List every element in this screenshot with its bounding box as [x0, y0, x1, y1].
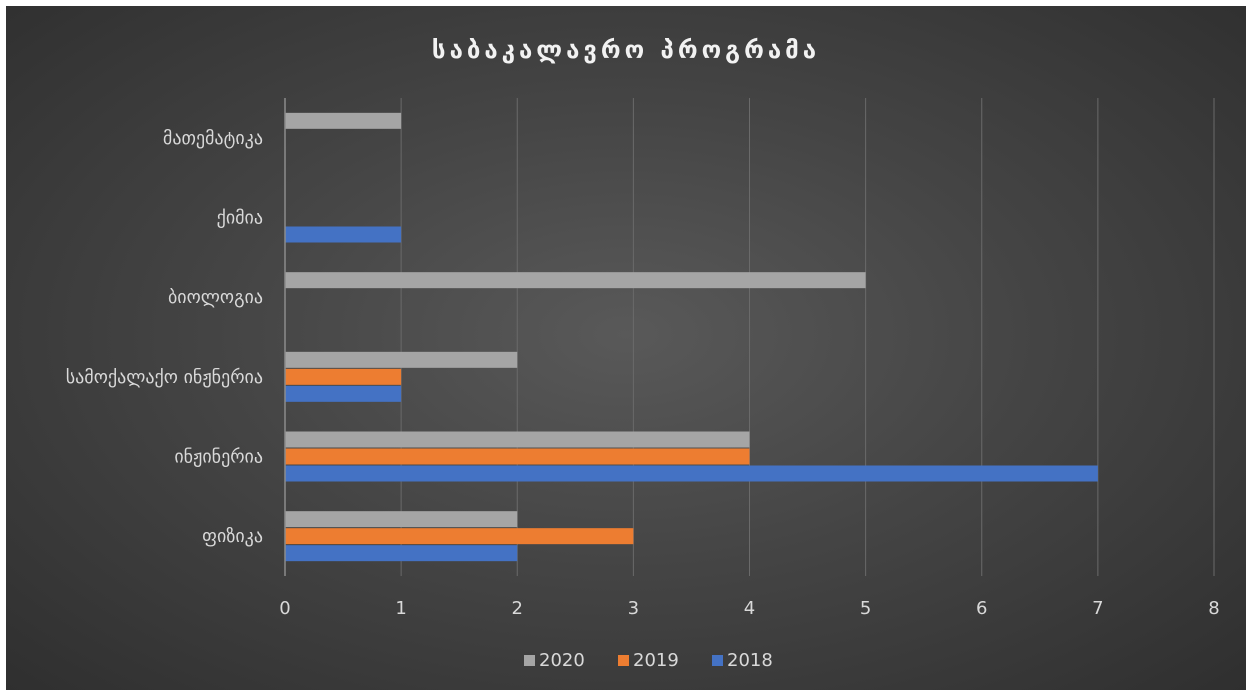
x-tick-label: 5: [860, 598, 871, 619]
category-label: სამოქალაქო ინჟნერია: [66, 367, 263, 388]
bar-2019: [285, 528, 634, 545]
x-tick-label: 2: [512, 598, 523, 619]
x-tick-label: 8: [1208, 598, 1219, 619]
x-tick-label: 4: [744, 598, 755, 619]
bar-2018: [285, 545, 518, 562]
legend-swatch-2019: [618, 655, 629, 666]
x-tick-label: 6: [976, 598, 987, 619]
chart-area: საბაკალავრო პროგრამა ფიზიკა ინჟინერია სამო…: [6, 6, 1246, 690]
category-label: ბიოლოგია: [168, 287, 263, 308]
bar-2020: [285, 112, 402, 129]
bar-2020: [285, 351, 518, 368]
category-label: ქიმია: [217, 208, 263, 229]
bar-2020: [285, 511, 518, 528]
x-tick-label: 3: [628, 598, 639, 619]
bar-2019: [285, 448, 750, 465]
bar-2018: [285, 385, 402, 402]
legend-label: 2018: [727, 650, 773, 671]
legend-label: 2019: [633, 650, 679, 671]
legend-swatch-2018: [712, 655, 723, 666]
category-label: ინჟინერია: [174, 447, 263, 468]
bar-2019: [285, 368, 402, 385]
chart-title: საბაკალავრო პროგრამა: [431, 36, 821, 64]
category-label: ფიზიკა: [202, 526, 263, 547]
category-label: მათემატიკა: [163, 128, 263, 149]
x-tick-label: 1: [395, 598, 406, 619]
legend-swatch-2020: [524, 655, 535, 666]
bar-2018: [285, 226, 402, 243]
bar-2020: [285, 431, 750, 448]
x-tick-label: 7: [1092, 598, 1103, 619]
bar-2018: [285, 465, 1098, 482]
x-tick-label: 0: [279, 598, 290, 619]
bar-2020: [285, 272, 866, 289]
legend-label: 2020: [539, 650, 585, 671]
chart-plot: ფიზიკა ინჟინერია სამოქალაქო ინჟნერია ბიოლოგ…: [66, 98, 1220, 671]
